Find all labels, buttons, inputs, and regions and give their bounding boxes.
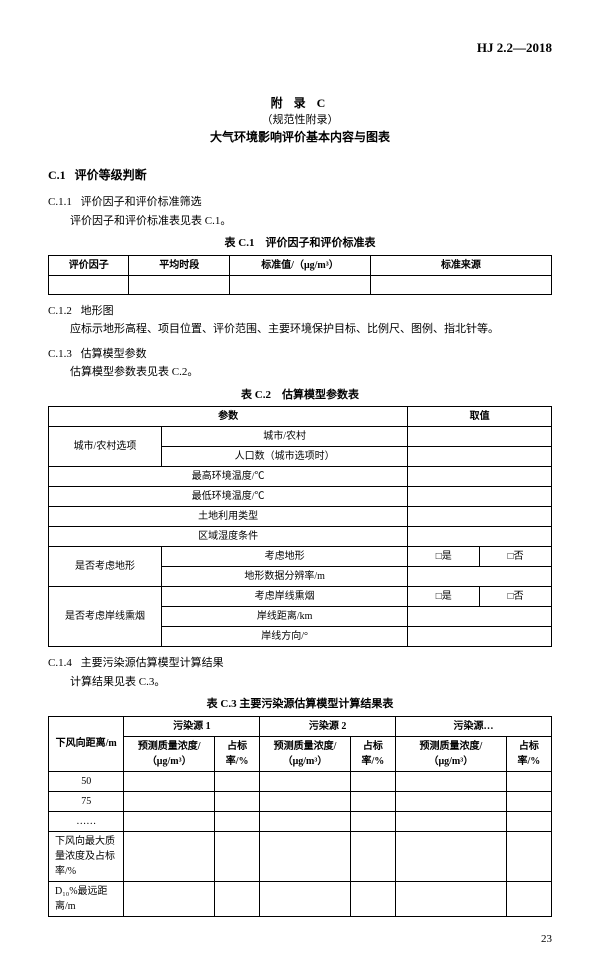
td: 城市/农村选项 <box>49 427 162 467</box>
td: 地形数据分辨率/m <box>161 567 407 587</box>
checkbox-yes: □是 <box>408 547 480 567</box>
para-c13: 估算模型参数表见表 C.2。 <box>48 364 552 381</box>
table-row: 土地利用类型 <box>49 507 552 527</box>
th: 下风向距离/m <box>49 716 124 771</box>
td: 人口数（城市选项时） <box>161 447 407 467</box>
td: 是否考虑岸线熏烟 <box>49 587 162 647</box>
checkbox-no: □否 <box>480 587 552 607</box>
td: 岸线方向/° <box>161 627 407 647</box>
th: 预测质量浓度/（μg/m³） <box>396 736 507 771</box>
th: 取值 <box>408 407 552 427</box>
table-c1-caption: 表 C.1 评价因子和评价标准表 <box>48 235 552 252</box>
table-c3-caption: 表 C.3 主要污染源估算模型计算结果表 <box>48 696 552 713</box>
checkbox-no: □否 <box>480 547 552 567</box>
heading-text: 主要污染源估算模型计算结果 <box>81 657 224 669</box>
td: 50 <box>49 771 124 791</box>
th: 污染源 2 <box>260 716 396 736</box>
th: 污染源 1 <box>124 716 260 736</box>
heading-num: C.1.3 <box>48 348 72 360</box>
td: 土地利用类型 <box>49 507 408 527</box>
td: D₁₀%最远距离/m <box>49 881 124 916</box>
table-c2-caption: 表 C.2 估算模型参数表 <box>48 387 552 404</box>
heading-num: C.1.2 <box>48 305 72 317</box>
th: 平均时段 <box>129 255 230 275</box>
td: 考虑地形 <box>161 547 407 567</box>
th: 预测质量浓度/（μg/m³） <box>124 736 215 771</box>
appendix-title: 大气环境影响评价基本内容与图表 <box>48 128 552 146</box>
table-row: 50 <box>49 771 552 791</box>
heading-text: 地形图 <box>81 305 114 317</box>
td: 是否考虑地形 <box>49 547 162 587</box>
td: 最低环境温度/℃ <box>49 487 408 507</box>
table-row <box>49 275 552 294</box>
td: 城市/农村 <box>161 427 407 447</box>
heading-text: 估算模型参数 <box>81 348 147 360</box>
table-row: 75 <box>49 791 552 811</box>
td <box>408 607 552 627</box>
table-row: 下风向最大质量浓度及占标率/% <box>49 831 552 881</box>
table-row: 评价因子 平均时段 标准值/（μg/m³） 标准来源 <box>49 255 552 275</box>
appendix-nature: （规范性附录） <box>48 112 552 129</box>
table-row: 城市/农村选项 城市/农村 <box>49 427 552 447</box>
td <box>408 447 552 467</box>
td: 最高环境温度/℃ <box>49 467 408 487</box>
th: 占标率/% <box>350 736 395 771</box>
table-row: 是否考虑地形 考虑地形 □是 □否 <box>49 547 552 567</box>
td: 下风向最大质量浓度及占标率/% <box>49 831 124 881</box>
table-row: …… <box>49 811 552 831</box>
standard-code: HJ 2.2—2018 <box>48 38 552 58</box>
td: 75 <box>49 791 124 811</box>
td <box>408 567 552 587</box>
checkbox-yes: □是 <box>408 587 480 607</box>
heading-text: 评价等级判断 <box>75 168 147 182</box>
heading-text: 评价因子和评价标准筛选 <box>81 196 202 208</box>
table-c2: 参数 取值 城市/农村选项 城市/农村 人口数（城市选项时） 最高环境温度/℃ … <box>48 406 552 647</box>
table-c3: 下风向距离/m 污染源 1 污染源 2 污染源… 预测质量浓度/（μg/m³） … <box>48 716 552 917</box>
heading-c13: C.1.3 估算模型参数 <box>48 346 552 363</box>
heading-num: C.1.1 <box>48 196 72 208</box>
td: 区域湿度条件 <box>49 527 408 547</box>
para-c12: 应标示地形高程、项目位置、评价范围、主要环境保护目标、比例尺、图例、指北针等。 <box>48 321 552 338</box>
heading-num: C.1 <box>48 168 66 182</box>
appendix-label: 附 录 C <box>48 94 552 112</box>
th: 评价因子 <box>49 255 129 275</box>
table-row: 最高环境温度/℃ <box>49 467 552 487</box>
th: 预测质量浓度/（μg/m³） <box>260 736 351 771</box>
heading-c1: C.1 评价等级判断 <box>48 166 552 184</box>
table-row: 是否考虑岸线熏烟 考虑岸线熏烟 □是 □否 <box>49 587 552 607</box>
td: …… <box>49 811 124 831</box>
td <box>408 427 552 447</box>
th: 污染源… <box>396 716 552 736</box>
table-row: 最低环境温度/℃ <box>49 487 552 507</box>
para-c11: 评价因子和评价标准表见表 C.1。 <box>48 213 552 230</box>
th: 占标率/% <box>214 736 259 771</box>
heading-c12: C.1.2 地形图 <box>48 303 552 320</box>
heading-c14: C.1.4 主要污染源估算模型计算结果 <box>48 655 552 672</box>
table-row: D₁₀%最远距离/m <box>49 881 552 916</box>
table-row: 下风向距离/m 污染源 1 污染源 2 污染源… <box>49 716 552 736</box>
td: 考虑岸线熏烟 <box>161 587 407 607</box>
th: 占标率/% <box>506 736 551 771</box>
para-c14: 计算结果见表 C.3。 <box>48 674 552 691</box>
th: 标准值/（μg/m³） <box>230 255 371 275</box>
table-c1: 评价因子 平均时段 标准值/（μg/m³） 标准来源 <box>48 255 552 295</box>
heading-c11: C.1.1 评价因子和评价标准筛选 <box>48 194 552 211</box>
td <box>408 627 552 647</box>
table-row: 预测质量浓度/（μg/m³） 占标率/% 预测质量浓度/（μg/m³） 占标率/… <box>49 736 552 771</box>
heading-num: C.1.4 <box>48 657 72 669</box>
table-row: 区域湿度条件 <box>49 527 552 547</box>
td: 岸线距离/km <box>161 607 407 627</box>
page-number: 23 <box>48 931 552 948</box>
th: 标准来源 <box>370 255 551 275</box>
th: 参数 <box>49 407 408 427</box>
table-row: 参数 取值 <box>49 407 552 427</box>
